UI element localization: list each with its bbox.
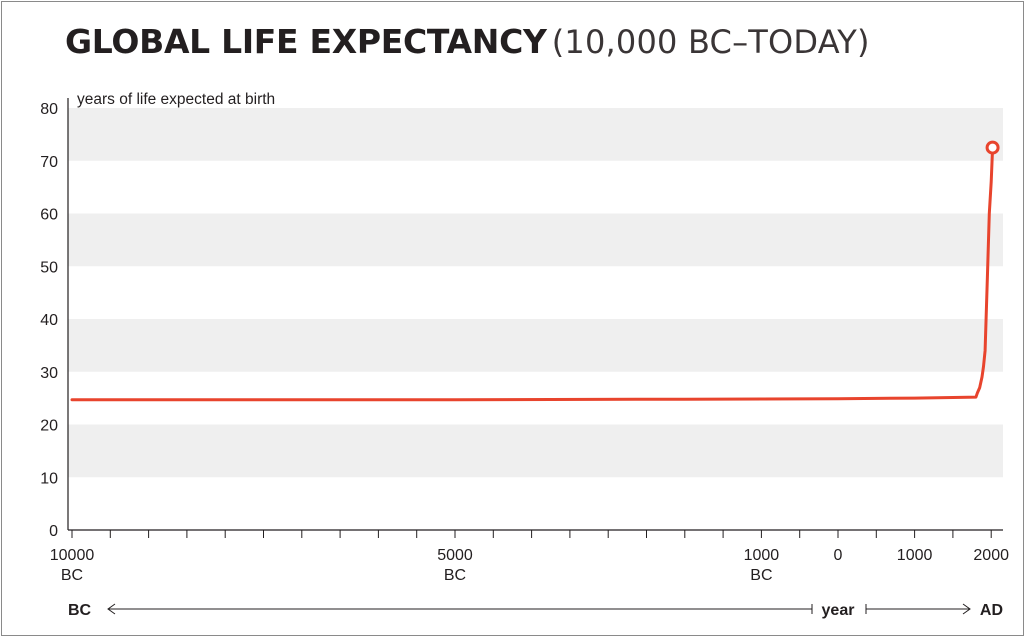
bc-label: BC	[68, 602, 92, 619]
x-tick-label: 1000	[897, 547, 933, 564]
series-group	[70, 140, 1000, 402]
y-tick-label: 40	[40, 312, 58, 329]
chart-title-subtitle: (10,000 BC–TODAY)	[551, 23, 870, 61]
x-tick-labels: 10000 BC 5000 BC 1000 BC 0 1000 2000	[50, 547, 1009, 584]
y-bands	[68, 108, 1003, 478]
ad-arrow-head	[962, 603, 971, 615]
end-marker	[985, 140, 1000, 155]
bc-arrow-head	[107, 603, 116, 615]
y-tick-label: 60	[40, 207, 58, 224]
y-axis-label: years of life expected at birth	[77, 91, 275, 108]
chart-title-main: GLOBAL LIFE EXPECTANCY	[65, 22, 547, 61]
y-tick-label: 10	[40, 470, 58, 487]
bottom-axis: BC year AD	[68, 602, 1003, 619]
y-tick-label: 0	[49, 523, 58, 540]
x-tick-label: 1000	[744, 547, 780, 564]
x-tick-label: 0	[834, 547, 843, 564]
y-tick-label: 80	[40, 101, 58, 118]
y-band	[68, 213, 1003, 267]
axes	[67, 98, 1003, 531]
y-band	[68, 108, 1003, 161]
x-tick-label: 2000	[973, 547, 1009, 564]
y-band	[68, 319, 1003, 372]
x-tick-label-era: BC	[61, 567, 83, 584]
year-label: year	[822, 602, 855, 619]
y-tick-label: 50	[40, 259, 58, 276]
y-tick-label: 20	[40, 418, 58, 435]
y-tick-labels: 0 10 20 30 40 50 60 70 80	[40, 101, 58, 540]
x-tick-label: 10000	[50, 547, 95, 564]
x-tick-label-era: BC	[444, 567, 466, 584]
y-tick-label: 70	[40, 154, 58, 171]
x-tick-label-era: BC	[750, 567, 772, 584]
y-band	[68, 424, 1003, 478]
y-tick-label: 30	[40, 365, 58, 382]
x-ticks	[71, 530, 992, 538]
chart-title: GLOBAL LIFE EXPECTANCY (10,000 BC–TODAY)	[65, 25, 870, 58]
life-expectancy-line	[70, 146, 995, 402]
ad-label: AD	[980, 602, 1003, 619]
x-tick-label: 5000	[437, 547, 473, 564]
